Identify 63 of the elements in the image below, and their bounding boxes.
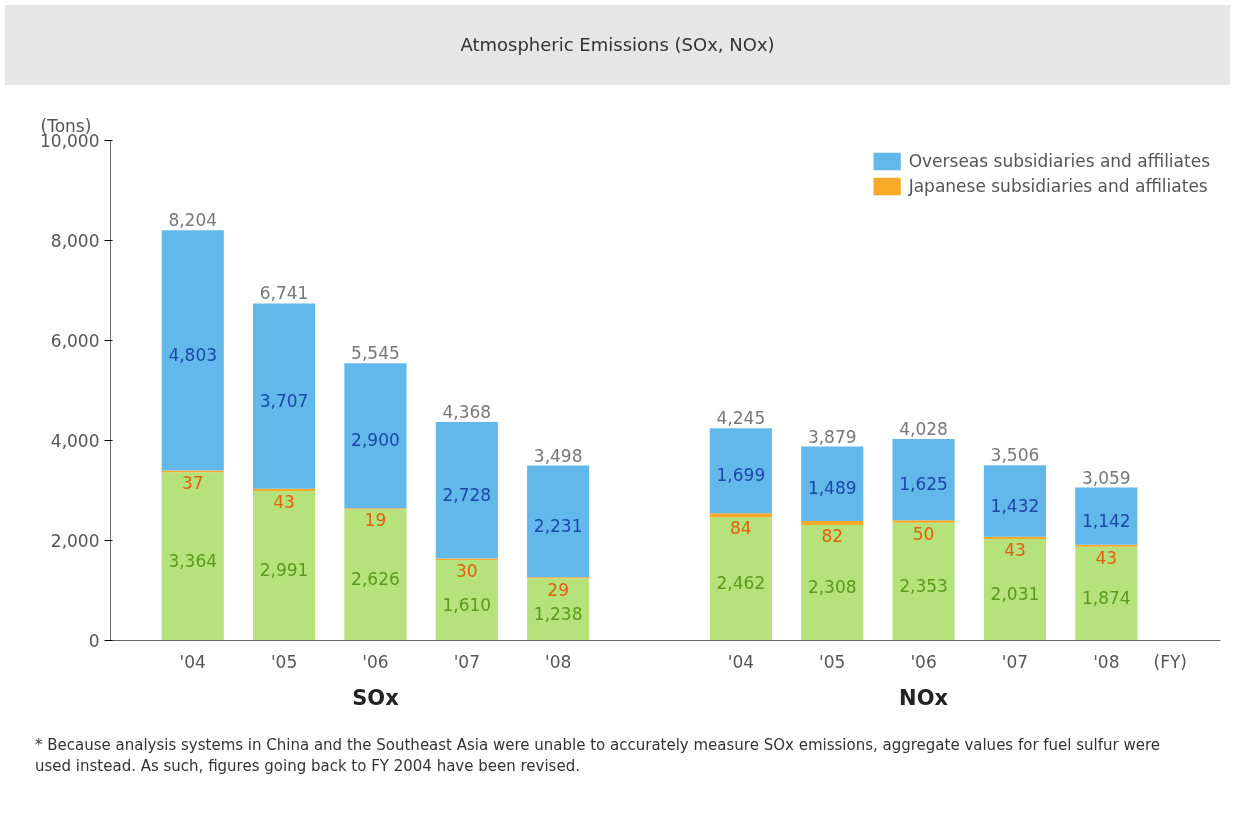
data-label: 1,699: [716, 465, 766, 486]
x-tick-label: '06: [362, 651, 389, 672]
data-label: 2,231: [533, 515, 583, 536]
total-label: 4,028: [899, 419, 948, 440]
data-label: 43: [273, 491, 295, 512]
total-label: 4,245: [716, 408, 766, 429]
data-label: 30: [455, 561, 478, 581]
data-label: 2,308: [807, 577, 857, 598]
data-label: 2,900: [351, 430, 400, 451]
y-tick-label: 2,000: [50, 531, 100, 551]
x-axis-title: (FY): [1153, 651, 1187, 672]
y-tick-label: 0: [88, 631, 100, 651]
text: NOx: [899, 685, 949, 710]
total-label: 5,545: [351, 343, 400, 364]
data-label: 1,142: [1081, 510, 1131, 531]
legend-label: Overseas subsidiaries and affiliates: [908, 151, 1210, 171]
data-label: 3,364: [168, 550, 218, 571]
x-tick-label: '08: [1093, 651, 1120, 672]
text: * Because analysis systems in China and the Southeast Asia were unable to accurately measure SOx emissions, aggregate values for fuel sulfur were used instead. As such, figures going back to FY 2004 have been revised.: [35, 735, 1162, 778]
data-label: 43: [1095, 547, 1118, 568]
data-label: 1,238: [533, 604, 583, 625]
legend-label: Japanese subsidiaries and affiliates: [908, 176, 1208, 196]
total-label: 3,879: [807, 426, 857, 447]
data-label: 50: [912, 523, 935, 544]
y-axis-title: (Tons): [40, 115, 92, 136]
x-tick-label: '08: [545, 651, 572, 672]
data-label: 4,803: [168, 344, 218, 365]
total-label: 3,059: [1081, 467, 1131, 488]
total-label: 3,506: [990, 445, 1040, 466]
x-tick-label: '05: [819, 651, 846, 672]
data-label: 2,031: [990, 584, 1040, 605]
data-label: 2,353: [899, 576, 948, 597]
x-tick-label: '06: [910, 651, 937, 672]
data-label: 1,625: [899, 474, 948, 495]
data-label: 3,707: [259, 390, 309, 411]
x-tick-label: '04: [179, 651, 206, 672]
y-tick-label: 4,000: [50, 431, 100, 451]
y-tick-label: 8,000: [50, 231, 100, 251]
data-label: 2,462: [716, 573, 766, 594]
y-tick-label: 6,000: [50, 331, 100, 351]
x-tick-label: '07: [453, 651, 480, 672]
data-label: 2,626: [351, 569, 400, 590]
data-label: 43: [1004, 539, 1026, 560]
data-label: 1,610: [442, 594, 492, 615]
text: SOx: [352, 685, 400, 710]
data-label: 37: [181, 473, 204, 494]
total-label: 4,368: [442, 402, 492, 423]
x-tick-label: '07: [1001, 651, 1029, 672]
data-label: 2,991: [259, 560, 309, 581]
x-tick-label: '04: [727, 651, 755, 672]
data-label: 84: [730, 518, 752, 539]
total-label: 8,204: [168, 210, 218, 231]
chart-title: Atmospheric Emissions (SOx, NOx): [460, 33, 775, 58]
data-label: 29: [547, 579, 569, 600]
x-tick-label: '05: [270, 651, 298, 672]
data-label: 1,432: [990, 495, 1040, 516]
data-label: 1,489: [807, 478, 857, 499]
total-label: 3,498: [533, 445, 583, 466]
data-label: 1,874: [1081, 588, 1131, 609]
data-label: 2,728: [442, 484, 492, 505]
data-label: 82: [821, 526, 844, 547]
total-label: 6,741: [259, 283, 309, 304]
data-label: 19: [364, 510, 387, 531]
